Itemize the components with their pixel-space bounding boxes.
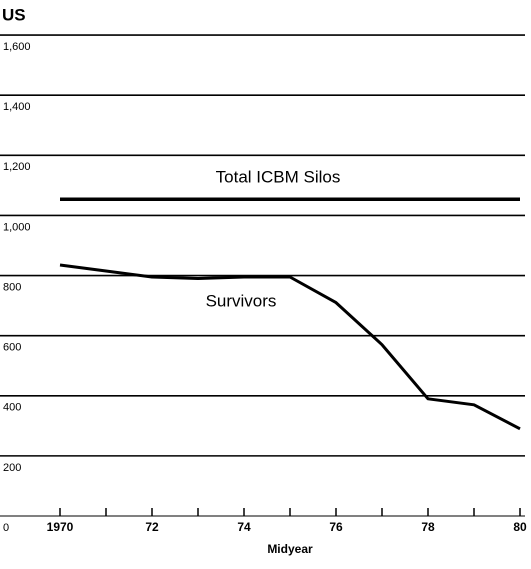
- series-label: Survivors: [206, 291, 277, 310]
- y-tick-label: 200: [3, 462, 21, 474]
- y-tick-label: 1,000: [3, 221, 31, 233]
- y-tick-label: 400: [3, 402, 21, 414]
- y-tick-label: 1,600: [3, 41, 31, 53]
- x-tick-label: 80: [513, 520, 527, 534]
- x-tick-label: 78: [421, 520, 435, 534]
- y-tick-label: 1,400: [3, 101, 31, 113]
- x-tick-label: 72: [145, 520, 159, 534]
- y-tick-label: 1,200: [3, 161, 31, 173]
- series-label: Total ICBM Silos: [216, 167, 341, 186]
- y-tick-label: 600: [3, 342, 21, 354]
- series-line: [59, 263, 521, 431]
- chart-title: US: [2, 5, 26, 24]
- x-axis-label: Midyear: [267, 542, 313, 556]
- x-tick-label: 74: [237, 520, 251, 534]
- x-tick-label: 76: [329, 520, 343, 534]
- y-tick-label: 0: [3, 522, 9, 534]
- y-tick-label: 800: [3, 281, 21, 293]
- x-tick-label: 1970: [47, 520, 74, 534]
